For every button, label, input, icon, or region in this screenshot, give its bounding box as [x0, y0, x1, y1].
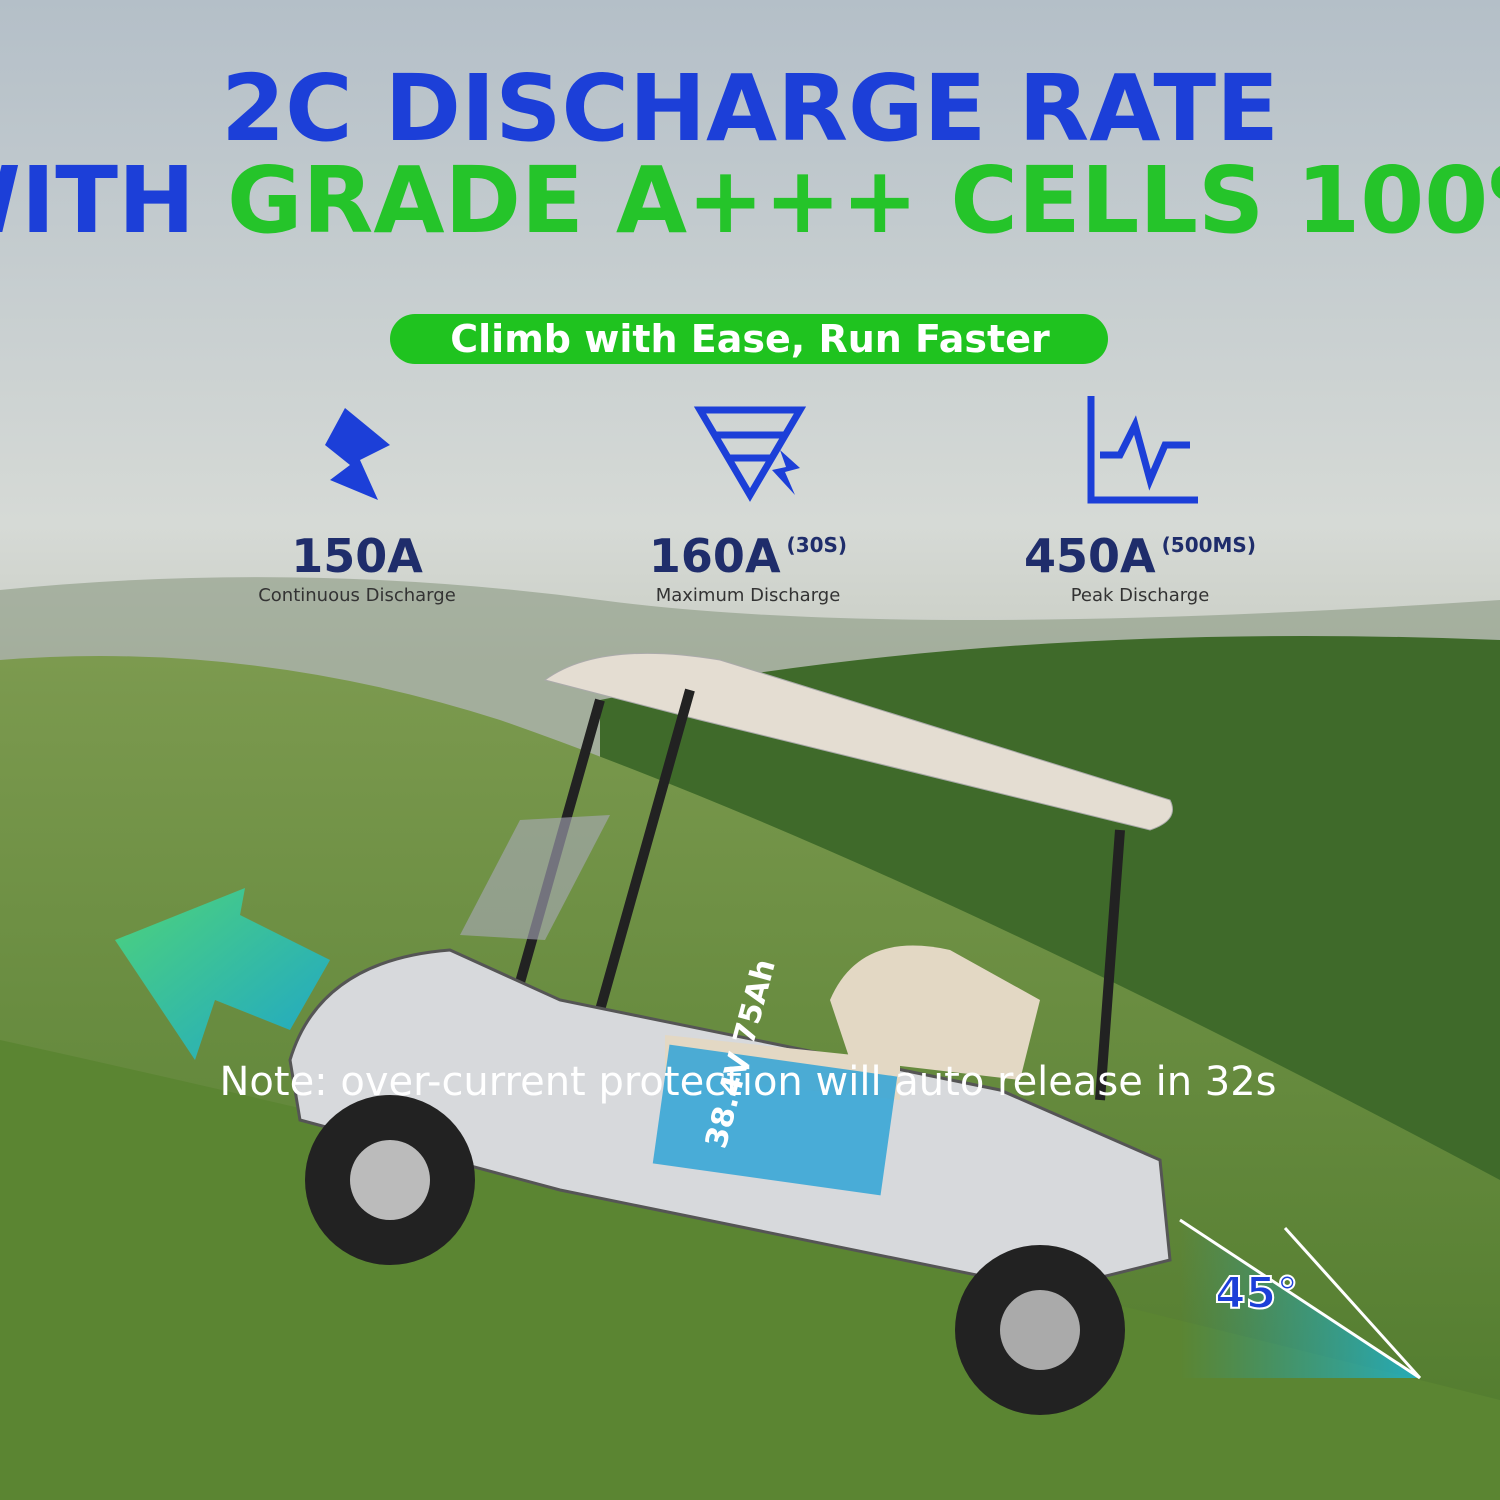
- cart-roof: [543, 652, 1173, 831]
- golf-cart: 38.4V 75Ah: [288, 652, 1173, 1415]
- spec-value: 150A: [291, 529, 423, 583]
- spec-note: (30S): [787, 533, 848, 557]
- funnel-bolt: [772, 450, 800, 495]
- spec-label: Continuous Discharge: [258, 585, 456, 606]
- badge: [390, 314, 1108, 364]
- spec-label: Peak Discharge: [1071, 585, 1210, 606]
- spec-number: 150A: [291, 529, 423, 583]
- spec-value: 450A (500MS): [1024, 529, 1256, 583]
- funnel-icon: [693, 406, 807, 502]
- footnote: Note: over-current protection will auto …: [219, 1059, 1276, 1105]
- spec-value: 160A (30S): [649, 529, 847, 583]
- battery: [652, 1044, 898, 1196]
- graph-icon: [1087, 396, 1198, 504]
- badge-text: Climb with Ease, Run Faster: [450, 317, 1050, 361]
- front-hub: [350, 1140, 430, 1220]
- spec-number: 450A: [1024, 529, 1156, 583]
- motion-arrow: [115, 888, 330, 1060]
- windshield: [460, 815, 610, 940]
- seat-back: [830, 945, 1040, 1080]
- headline-rest: GRADE A+++ CELLS 100%: [227, 147, 1500, 254]
- headline-line2: WITH GRADE A+++ CELLS 100%: [0, 147, 1500, 254]
- headline-line1: 2C DISCHARGE RATE: [221, 55, 1279, 162]
- angle-lines: [1179, 1218, 1422, 1380]
- bolt-icon: [325, 408, 390, 500]
- spec-number: 160A: [649, 529, 781, 583]
- headline-lead: WITH: [0, 147, 195, 254]
- spec-label: Maximum Discharge: [656, 585, 841, 606]
- spec-note: (500MS): [1162, 533, 1256, 557]
- rear-hub: [1000, 1290, 1080, 1370]
- angle-label: 45°: [1215, 1268, 1298, 1319]
